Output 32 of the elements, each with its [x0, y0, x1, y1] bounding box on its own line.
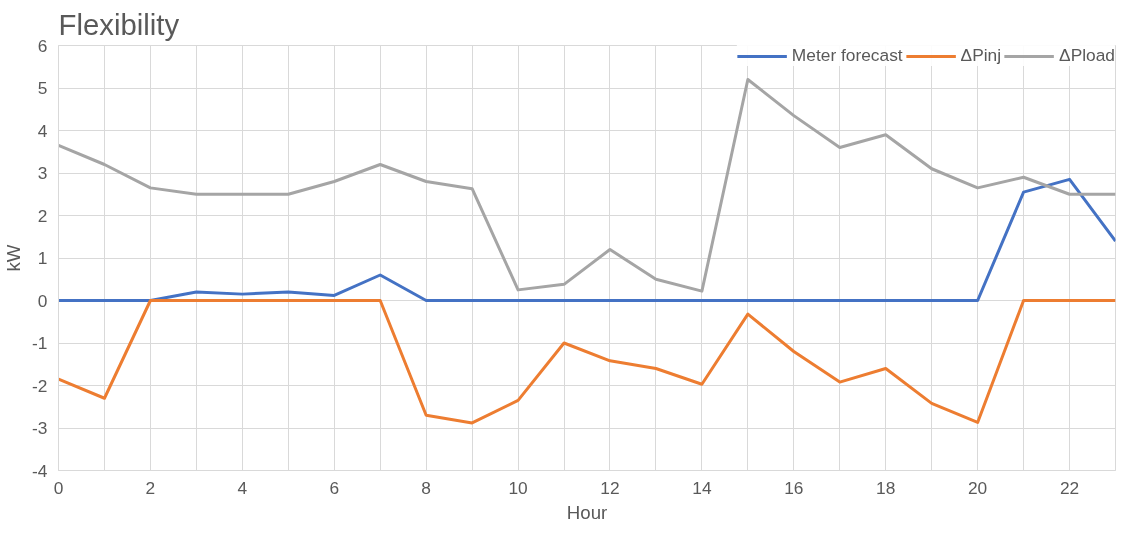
chart-title: Flexibility	[58, 7, 180, 41]
y-tick-label: 1	[37, 248, 48, 268]
y-tick-label: -1	[32, 333, 48, 353]
y-tick-label: -3	[32, 418, 48, 438]
x-axis-title: Hour	[566, 501, 608, 523]
x-tick-label: 2	[145, 477, 156, 498]
x-tick-label: 8	[421, 477, 431, 498]
y-tick-label: -4	[32, 460, 48, 481]
legend-label: Meter forecast	[791, 45, 903, 66]
legend-label: ΔPload	[1059, 45, 1115, 66]
y-tick-label: 0	[37, 290, 48, 311]
y-axis-title: kW	[3, 244, 25, 272]
x-tick-label: 0	[53, 477, 64, 498]
x-tick-label: 16	[784, 477, 804, 498]
x-tick-label: 14	[692, 477, 712, 498]
x-tick-label: 6	[329, 477, 340, 498]
y-tick-label: 5	[37, 78, 48, 98]
y-tick-label: 4	[37, 120, 48, 141]
x-tick-label: 4	[237, 477, 248, 498]
x-tick-label: 22	[1059, 477, 1080, 498]
x-tick-label: 18	[876, 477, 896, 498]
x-tick-label: 10	[508, 477, 528, 498]
legend-label: ΔPinj	[960, 45, 1002, 66]
y-tick-label: 2	[37, 205, 48, 226]
x-tick-label: 20	[967, 477, 988, 498]
y-tick-label: 6	[37, 35, 48, 56]
line-series	[58, 299, 1116, 425]
y-tick-label: -2	[32, 375, 48, 396]
y-tick-label: 3	[37, 163, 48, 183]
line-series	[58, 78, 1116, 293]
line-series	[58, 177, 1116, 302]
x-tick-label: 12	[600, 477, 620, 498]
